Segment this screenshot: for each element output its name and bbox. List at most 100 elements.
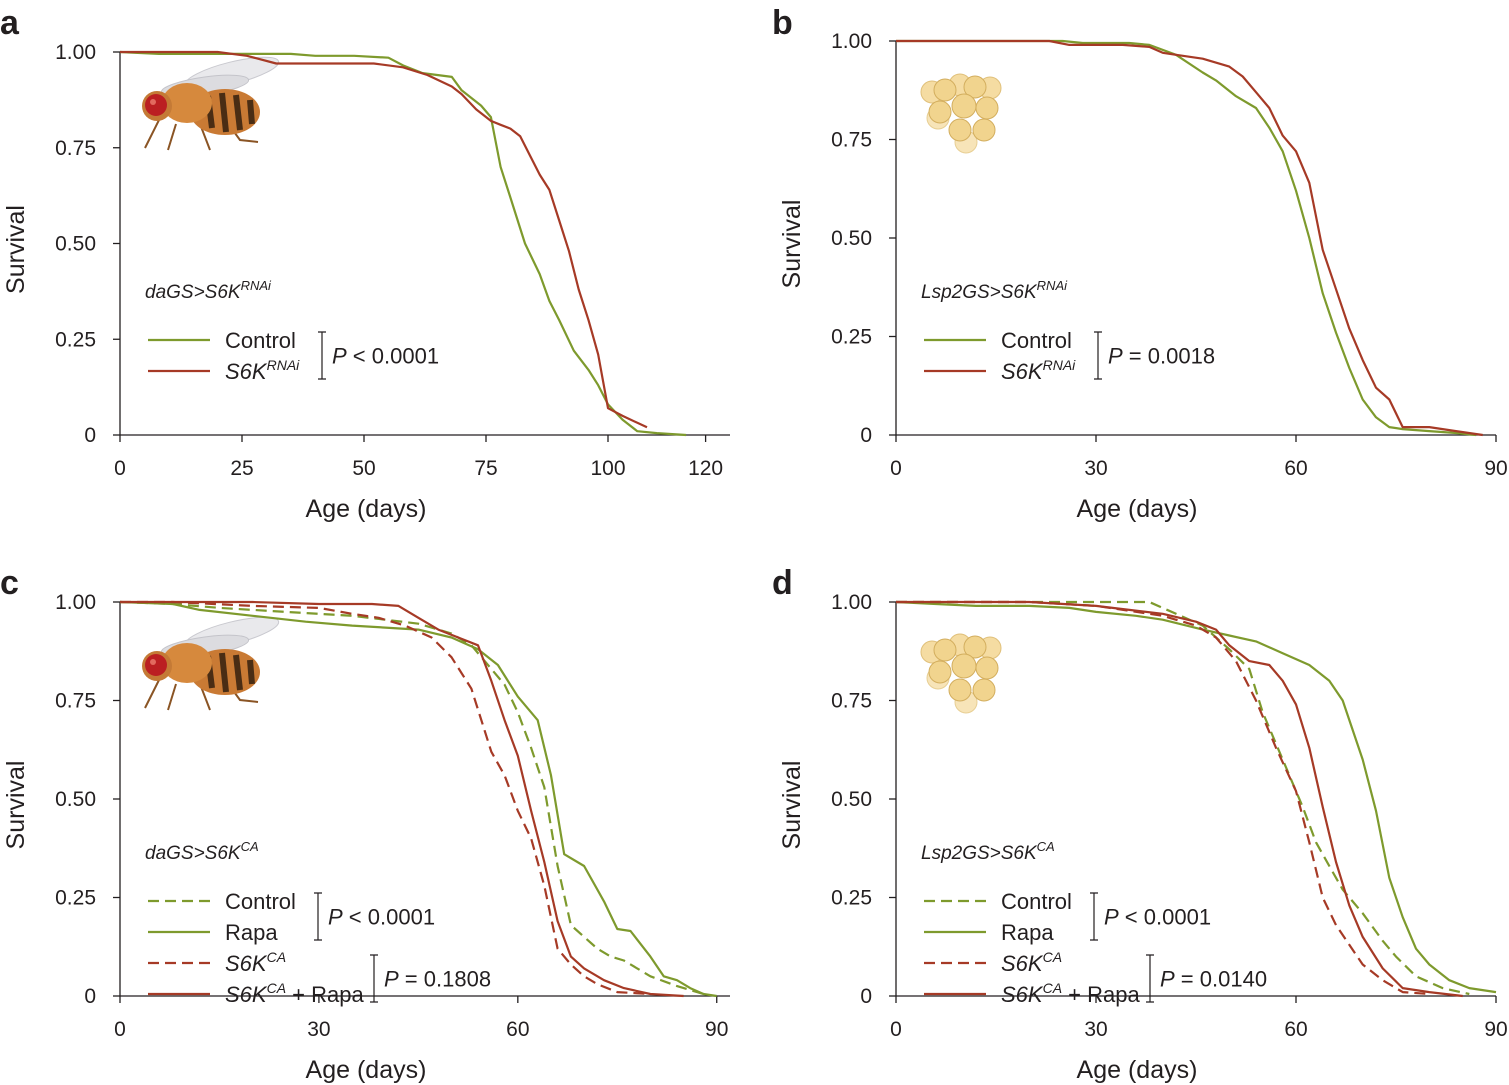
- genotype-superscript: CA: [241, 839, 259, 854]
- y-tick-label: 0: [84, 424, 96, 447]
- series-line-control: [896, 39, 1477, 437]
- y-tick-label: 0.75: [55, 137, 96, 160]
- x-axis-title: Age (days): [306, 495, 427, 523]
- legend-superscript: CA: [1043, 980, 1062, 996]
- fat-body-icon: [920, 633, 1002, 714]
- p-value-bracket: [318, 331, 326, 380]
- p-value-label: P < 0.0001: [332, 344, 439, 369]
- p-symbol: P: [1108, 344, 1123, 369]
- legend-superscript: RNAi: [1043, 357, 1077, 373]
- y-tick-label: 0: [860, 985, 872, 1008]
- legend-superscript: CA: [267, 980, 286, 996]
- panel-letter: d: [772, 564, 793, 602]
- p-value-bracket: [314, 892, 322, 941]
- panel-b: b 0 0.25 0.50 0.75 1.00 0 30 60 90 Age (days) Survi…: [772, 4, 1508, 523]
- series-line-s6k-ca: [896, 600, 1430, 996]
- p-symbol: P: [384, 967, 399, 992]
- genotype-superscript: CA: [1037, 839, 1055, 854]
- x-tick-label: 30: [1084, 457, 1107, 480]
- genotype-superscript: RNAi: [241, 278, 272, 293]
- legend-suffix: + Rapa: [286, 982, 364, 1007]
- legend-label: Rapa: [225, 920, 278, 945]
- p-value-text: < 0.0001: [347, 344, 439, 369]
- series-line-s6k-ca: [120, 600, 651, 996]
- legend-label: S6KCA: [225, 949, 286, 976]
- x-tick-label: 100: [590, 457, 625, 480]
- legend-superscript: CA: [1043, 949, 1062, 965]
- y-tick-label: 1.00: [831, 30, 872, 53]
- x-tick-label: 60: [1284, 457, 1307, 480]
- y-tick-label: 0.75: [55, 690, 96, 713]
- fly-icon: [142, 611, 281, 710]
- legend-main: Control: [225, 889, 296, 914]
- p-value-label: P = 0.0018: [1108, 344, 1215, 369]
- legend-superscript: CA: [267, 949, 286, 965]
- x-axis-title: Age (days): [1077, 495, 1198, 523]
- legend-label: Control: [1001, 328, 1072, 353]
- x-tick-label: 60: [506, 1018, 529, 1041]
- legend-label: S6KRNAi: [225, 357, 300, 384]
- fat-body-icon: [920, 73, 1002, 154]
- series-line-rapa: [895, 600, 1497, 994]
- legend-main: S6K: [1001, 951, 1044, 976]
- panel-a: a 0 0.25 0.50 0.75 1.00 0 25 50 75 100 120 Age (days…: [0, 4, 730, 523]
- x-tick-label: 50: [352, 457, 375, 480]
- p-value-bracket: [1146, 954, 1154, 1003]
- panel-letter: c: [0, 564, 19, 602]
- genotype-prefix: Lsp2GS>S6K: [921, 282, 1038, 303]
- p-value-label: P = 0.1808: [384, 967, 491, 992]
- legend-label: Control: [1001, 889, 1072, 914]
- legend-label: Control: [225, 889, 296, 914]
- legend-main: S6K: [225, 982, 268, 1007]
- legend-superscript: RNAi: [267, 357, 301, 373]
- genotype-label: Lsp2GS>S6KRNAi: [921, 278, 1068, 303]
- series-line-control: [119, 50, 687, 437]
- y-tick-label: 0.50: [55, 788, 96, 811]
- x-tick-label: 75: [474, 457, 497, 480]
- legend-main: S6K: [1001, 359, 1044, 384]
- legend-main: Control: [1001, 889, 1072, 914]
- legend-main: Rapa: [225, 920, 278, 945]
- series-line-control: [896, 600, 1470, 996]
- legend-suffix: + Rapa: [1062, 982, 1140, 1007]
- y-tick-label: 0: [84, 985, 96, 1008]
- x-tick-label: 90: [1484, 1018, 1507, 1041]
- genotype-label: daGS>S6KRNAi: [145, 278, 272, 303]
- legend-label: Rapa: [1001, 920, 1054, 945]
- y-tick-label: 1.00: [55, 591, 96, 614]
- panel-d: d 0 0.25 0.50 0.75 1.00 0 30 60 90 Age (days) Survi…: [772, 564, 1508, 1084]
- legend-label: S6KCA + Rapa: [225, 980, 364, 1007]
- fly-icon: [142, 51, 281, 150]
- genotype-prefix: Lsp2GS>S6K: [921, 843, 1038, 864]
- y-axis-title: Survival: [778, 761, 806, 850]
- y-tick-label: 0.50: [55, 233, 96, 256]
- x-tick-label: 90: [705, 1018, 728, 1041]
- series-line-s6k-ca-rapa: [120, 600, 684, 998]
- genotype-label: daGS>S6KCA: [145, 839, 259, 864]
- p-value-label: P < 0.0001: [1104, 905, 1211, 930]
- y-tick-label: 0.25: [55, 887, 96, 910]
- legend-main: Control: [1001, 328, 1072, 353]
- legend-main: Rapa: [1001, 920, 1054, 945]
- genotype-prefix: daGS>S6K: [145, 282, 242, 303]
- y-axis-title: Survival: [778, 200, 806, 289]
- x-tick-label: 0: [890, 1018, 902, 1041]
- panel-c: c 0 0.25 0.50 0.75 1.00 0 30 60 90 Age (days) Survi…: [0, 564, 730, 1084]
- y-tick-label: 1.00: [831, 591, 872, 614]
- series-line-control: [119, 600, 704, 996]
- x-tick-label: 90: [1484, 457, 1507, 480]
- series-line-s6k-rnai: [120, 50, 648, 429]
- p-symbol: P: [332, 344, 347, 369]
- x-tick-label: 0: [114, 1018, 126, 1041]
- legend-main: Control: [225, 328, 296, 353]
- legend-main: S6K: [225, 951, 268, 976]
- p-symbol: P: [328, 905, 343, 930]
- y-tick-label: 0.25: [831, 326, 872, 349]
- p-value-bracket: [370, 954, 378, 1003]
- series-line-s6k-ca-rapa: [896, 600, 1463, 998]
- legend-label: S6KRNAi: [1001, 357, 1076, 384]
- y-tick-label: 0.50: [831, 227, 872, 250]
- x-axis-title: Age (days): [306, 1056, 427, 1084]
- genotype-label: Lsp2GS>S6KCA: [921, 839, 1055, 864]
